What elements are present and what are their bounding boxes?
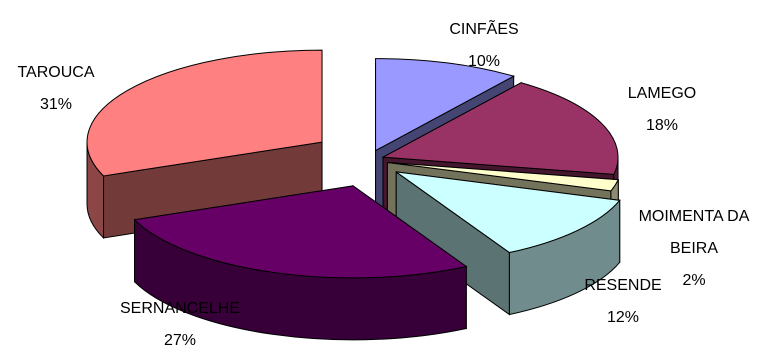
pie-slice-value-label: 27%: [164, 332, 196, 347]
pie-slice-resende: [395, 170, 621, 316]
pie-slice-value-label: 31%: [40, 96, 72, 113]
pie-slice-value-label: 2%: [682, 272, 705, 289]
pie-slice-tarouca: [86, 49, 323, 240]
pie-slice-sernancelhe: [133, 184, 468, 341]
pie-slice-category-label: BEIRA: [670, 240, 718, 257]
pie-slice-value-label: 10%: [468, 53, 500, 70]
pie-slice-category-label: RESENDE: [584, 277, 661, 294]
pie-slice-top: [133, 185, 468, 279]
pie-slice-top: [395, 171, 621, 254]
pie-slice-category-label: MOIMENTA DA: [639, 208, 750, 225]
pie-slice-category-label: CINFÃES: [449, 18, 518, 38]
pie-slice-value-label: 18%: [646, 117, 678, 134]
pie-slice-top: [387, 161, 620, 192]
pie-slice-category-label: LAMEGO: [628, 85, 696, 102]
pie-slice-top: [375, 58, 516, 152]
pie-slice-category-label: SERNANCELHE: [120, 300, 240, 317]
pie-slice-value-label: 12%: [607, 309, 639, 326]
pie-slice-category-label: TAROUCA: [17, 64, 94, 81]
pie-slice-top: [86, 49, 323, 177]
pie-slice-top: [381, 82, 619, 175]
